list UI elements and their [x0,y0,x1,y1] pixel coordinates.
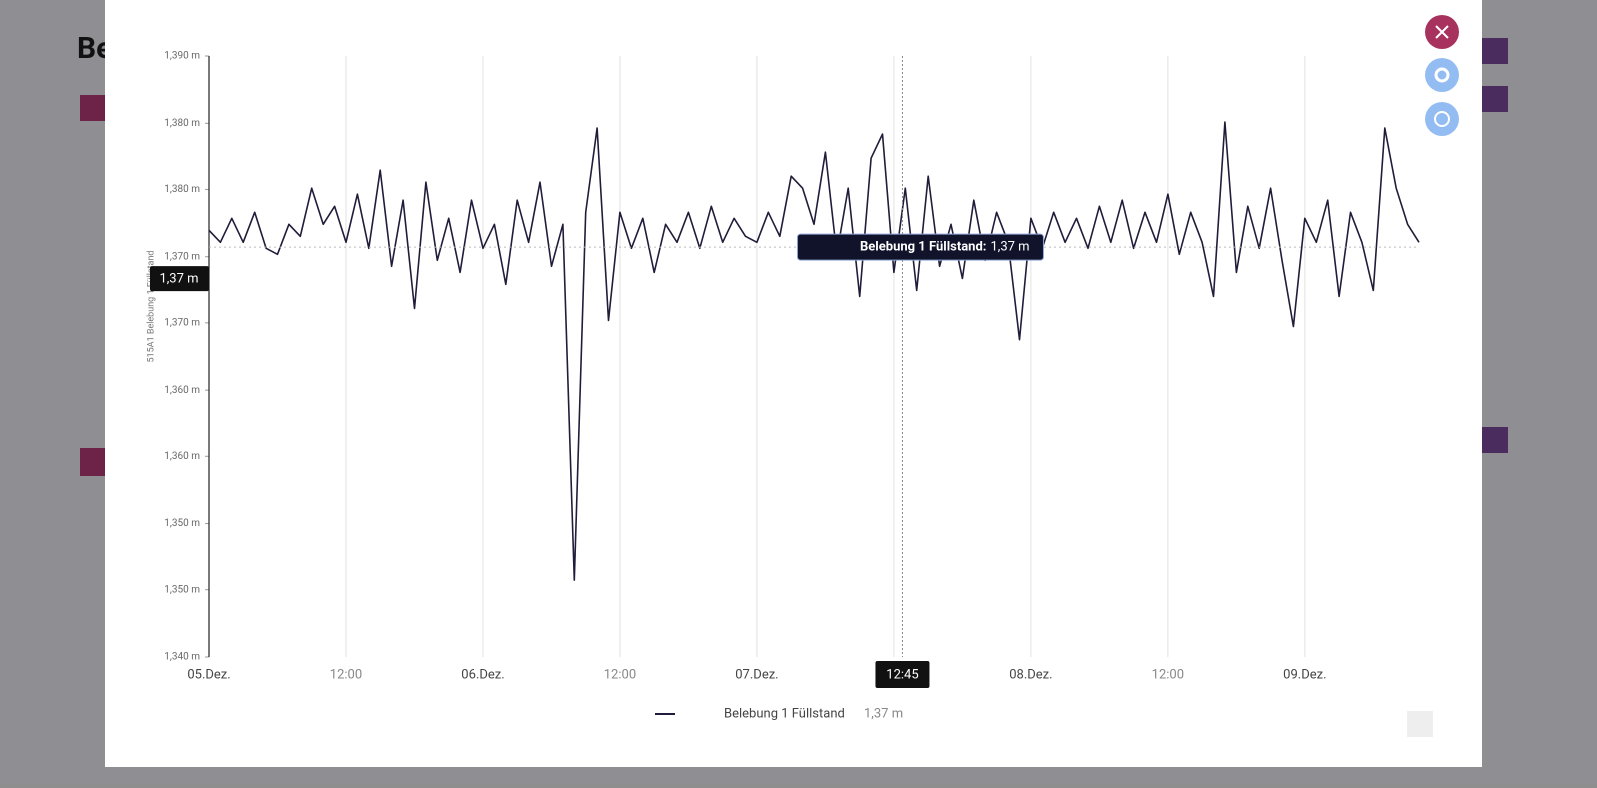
legend-value: 1,37 m [864,706,903,721]
y-tick-label: 1,380 m [164,118,200,129]
crosshair-x-box [875,661,930,688]
modal [105,0,1482,767]
x-tick-label: 09.Dez. [1283,667,1326,682]
x-tick-label: 12:00 [1152,667,1184,682]
history-icon [1434,111,1450,127]
x-tick-label: 06.Dez. [461,667,504,682]
y-tick-label: 1,350 m [164,518,200,529]
crosshair-y-box [150,266,209,292]
x-tick-label: 05.Dez. [187,667,230,682]
legend-label: Belebung 1 Füllstand [724,706,845,721]
bg-button [1480,86,1508,112]
settings-button[interactable] [1425,58,1459,92]
y-tick-label: 1,390 m [164,51,200,62]
tooltip [796,233,1044,261]
settings-icon [1434,67,1450,83]
chart: 05.Dez. 12:00 06.Dez. 12:00 07.Dez. 12:00 08.D… [146,51,1420,721]
crosshair-y-label: 1,37 m [159,272,198,287]
tooltip-value: 1,37 m [990,240,1029,255]
history-button[interactable] [1425,102,1459,136]
menu-button[interactable] [1407,711,1433,737]
y-tick-label: 1,340 m [164,652,200,663]
y-tick-label: 1,360 m [164,385,200,396]
bg-button [1480,38,1508,64]
tooltip-name: Belebung 1 Füllstand: [860,240,986,255]
data-line [208,121,1420,581]
y-axis-label: 515A1 Belebung 1 Füllstand [146,251,156,363]
bg-button [1480,427,1508,453]
x-tick-label: 08.Dez. [1009,667,1052,682]
crosshair-x-label: 12:45 [886,667,918,682]
x-tick-label: 12:00 [330,667,362,682]
close-icon [1435,25,1449,39]
y-tick-label: 1,380 m [164,184,200,195]
y-tick-label: 1,370 m [164,251,200,262]
x-tick-label: 07.Dez. [735,667,778,682]
x-tick-label: 12:00 [604,667,636,682]
y-tick-label: 1,360 m [164,451,200,462]
y-tick-label: 1,370 m [164,317,200,328]
y-tick-label: 1,350 m [164,584,200,595]
